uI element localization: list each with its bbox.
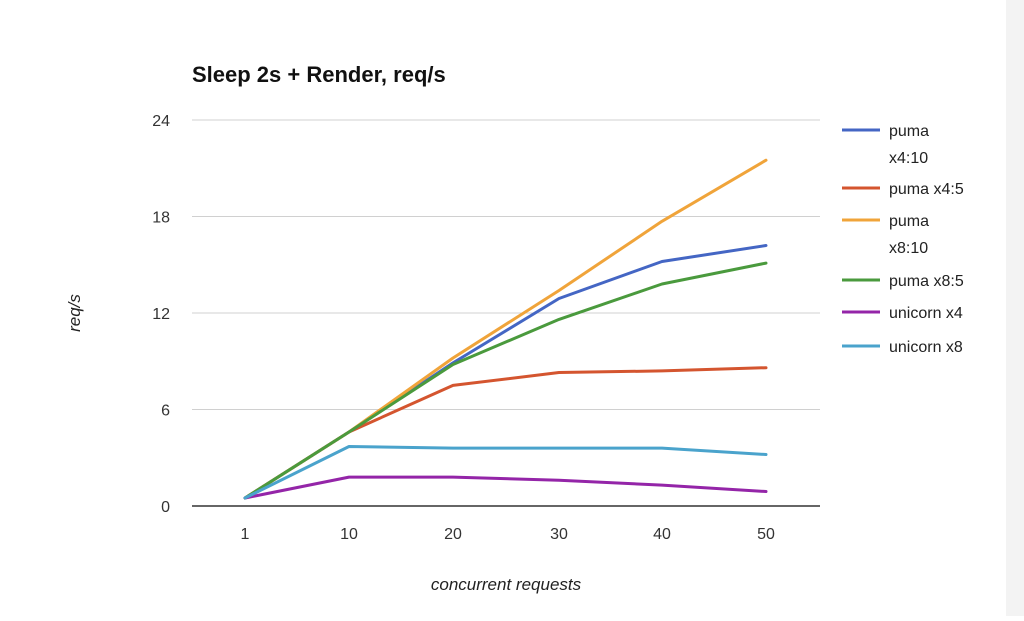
y-tick-label: 0: [161, 499, 170, 516]
chart-title: Sleep 2s + Render, req/s: [192, 62, 446, 87]
legend-item: puma x8:5: [842, 273, 964, 290]
y-tick-label: 6: [161, 403, 170, 420]
x-tick-label: 40: [653, 526, 671, 543]
x-tick-label: 10: [340, 526, 358, 543]
legend-label: unicorn x8: [889, 339, 963, 356]
y-tick-label: 24: [152, 113, 170, 130]
series-line-puma-x8-5: [243, 261, 768, 500]
series-line-unicorn-x4: [243, 475, 768, 500]
x-tick-labels: 1 10 20 30 40 50: [241, 526, 775, 543]
line-chart: Sleep 2s + Render, req/s 0 6 12 18 24 1 10 20 3…: [65, 62, 964, 594]
right-edge-strip: [1006, 0, 1024, 616]
legend-item: puma x4:5: [842, 181, 964, 198]
legend-label: unicorn x4: [889, 305, 963, 322]
y-tick-labels: 0 6 12 18 24: [152, 113, 170, 516]
y-axis-title: req/s: [65, 294, 84, 332]
grid-lines: [192, 119, 820, 410]
x-tick-label: 20: [444, 526, 462, 543]
x-tick-label: 30: [550, 526, 568, 543]
x-tick-label: 50: [757, 526, 775, 543]
series-line-unicorn-x8: [243, 445, 768, 500]
legend-item: unicorn x4: [842, 305, 963, 322]
legend-label: x8:10: [889, 240, 928, 257]
legend-label: puma x8:5: [889, 273, 964, 290]
series-lines: [243, 158, 768, 500]
legend-item: unicorn x8: [842, 339, 963, 356]
x-axis-title: concurrent requests: [431, 575, 582, 594]
legend: puma x4:10 puma x4:5 puma x8:10 puma x8:5 unic…: [842, 123, 964, 356]
legend-item: puma x8:10: [842, 213, 929, 257]
x-tick-label: 1: [241, 526, 250, 543]
legend-label: x4:10: [889, 150, 928, 167]
y-tick-label: 18: [152, 210, 170, 227]
legend-label: puma x4:5: [889, 181, 964, 198]
y-tick-label: 12: [152, 306, 170, 323]
legend-item: puma x4:10: [842, 123, 929, 167]
legend-label: puma: [889, 123, 929, 140]
legend-label: puma: [889, 213, 929, 230]
